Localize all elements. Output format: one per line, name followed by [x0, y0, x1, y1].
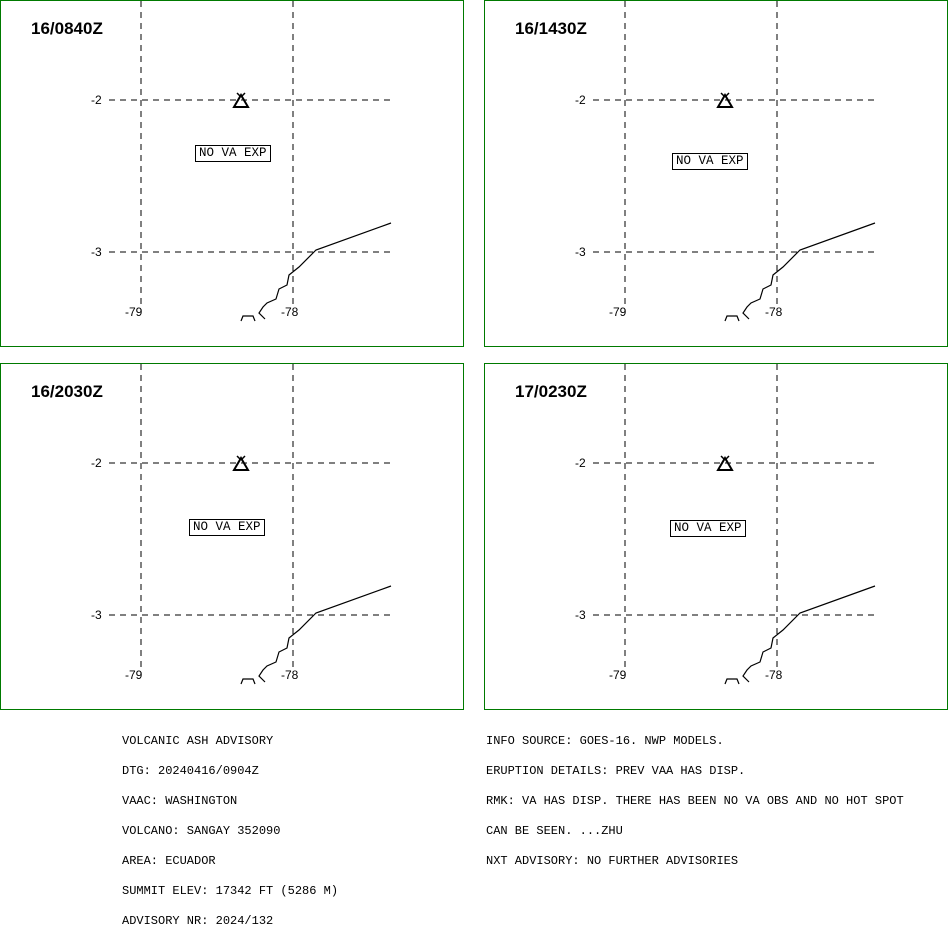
advisory-number: ADVISORY NR: 2024/132 [122, 914, 274, 928]
coastline [258, 222, 392, 320]
lat-label-2: -2 [91, 93, 102, 107]
advisory-remarks-cont: CAN BE SEEN. ...ZHU [486, 824, 623, 838]
volcano-triangle-icon [716, 455, 734, 471]
map-canvas: -2 -3 -79 -78 [575, 364, 877, 685]
advisory-details-block: INFO SOURCE: GOES-16. NWP MODELS. ERUPTI… [486, 716, 904, 876]
no-va-label: NO VA EXP [189, 519, 265, 536]
coastline [258, 585, 392, 683]
lat-label-2: -2 [575, 93, 586, 107]
lon-label-79: -79 [125, 305, 143, 319]
advisory-title: VOLCANIC ASH ADVISORY [122, 734, 274, 748]
lat-label-3: -3 [575, 245, 586, 259]
panel-time: 16/0840Z [31, 19, 103, 38]
map-canvas: -2 -3 -79 -78 [575, 1, 877, 322]
volcano-triangle-icon [232, 455, 250, 471]
coastline-fragment [240, 678, 256, 685]
map-canvas: -2 -3 -79 -78 [91, 364, 393, 685]
volcano-triangle-icon [716, 92, 734, 108]
lat-label-2: -2 [575, 456, 586, 470]
advisory-summit-elev: SUMMIT ELEV: 17342 FT (5286 M) [122, 884, 339, 898]
panel-time: 17/0230Z [515, 382, 587, 401]
no-va-label: NO VA EXP [672, 153, 748, 170]
advisory-remarks: RMK: VA HAS DISP. THERE HAS BEEN NO VA O… [486, 794, 904, 808]
lon-label-79: -79 [125, 668, 143, 682]
lon-label-78: -78 [765, 305, 783, 319]
coastline [742, 222, 876, 320]
panel-time: 16/1430Z [515, 19, 587, 38]
lat-label-3: -3 [91, 245, 102, 259]
lon-label-78: -78 [281, 668, 299, 682]
coastline-fragment [724, 315, 740, 322]
advisory-header-block: VOLCANIC ASH ADVISORY DTG: 20240416/0904… [122, 716, 338, 936]
advisory-volcano: VOLCANO: SANGAY 352090 [122, 824, 281, 838]
coastline [742, 585, 876, 683]
advisory-dtg: DTG: 20240416/0904Z [122, 764, 259, 778]
no-va-label: NO VA EXP [670, 520, 746, 537]
map-panel-2: -2 -3 -79 -78 16/1430Z NO VA EXP [484, 0, 948, 347]
advisory-next: NXT ADVISORY: NO FURTHER ADVISORIES [486, 854, 739, 868]
lon-label-78: -78 [765, 668, 783, 682]
map-panel-3: -2 -3 -79 -78 16/2030Z NO VA EXP [0, 363, 464, 710]
lat-label-3: -3 [91, 608, 102, 622]
map-panel-4: -2 -3 -79 -78 17/0230Z NO VA EXP [484, 363, 948, 710]
coastline-fragment [724, 678, 740, 685]
lon-label-79: -79 [609, 305, 627, 319]
lat-label-2: -2 [91, 456, 102, 470]
map-panel-1: -2 -3 -79 -78 16/0840Z NO VA EXP [0, 0, 464, 347]
advisory-eruption-details: ERUPTION DETAILS: PREV VAA HAS DISP. [486, 764, 746, 778]
coastline-fragment [240, 315, 256, 322]
no-va-label: NO VA EXP [195, 145, 271, 162]
lon-label-78: -78 [281, 305, 299, 319]
advisory-vaac: VAAC: WASHINGTON [122, 794, 238, 808]
advisory-info-source: INFO SOURCE: GOES-16. NWP MODELS. [486, 734, 724, 748]
lat-label-3: -3 [575, 608, 586, 622]
panel-time: 16/2030Z [31, 382, 103, 401]
lon-label-79: -79 [609, 668, 627, 682]
map-canvas: -2 -3 -79 -78 [91, 1, 393, 322]
volcano-triangle-icon [232, 92, 250, 108]
advisory-area: AREA: ECUADOR [122, 854, 216, 868]
